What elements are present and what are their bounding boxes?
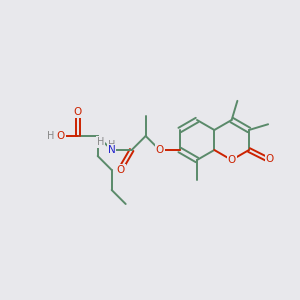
Text: O: O	[156, 145, 164, 155]
Text: O: O	[57, 131, 65, 141]
Text: H: H	[97, 137, 104, 147]
Text: N: N	[108, 145, 116, 155]
Text: O: O	[117, 165, 125, 175]
Text: H: H	[47, 131, 54, 141]
Text: O: O	[227, 155, 236, 165]
Text: O: O	[266, 154, 274, 164]
Text: O: O	[74, 107, 82, 117]
Text: H: H	[108, 140, 116, 150]
